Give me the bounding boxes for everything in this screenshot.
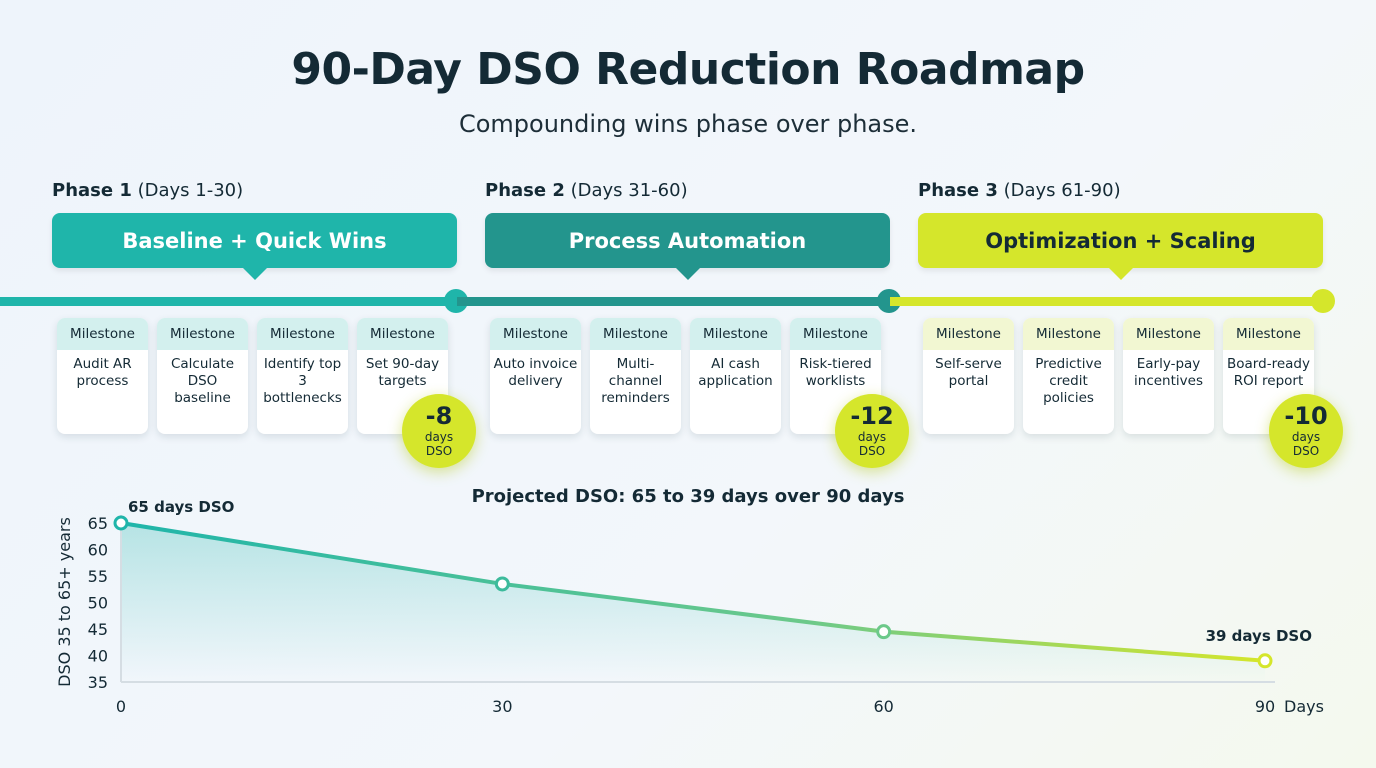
y-tick-label: 40 xyxy=(88,647,108,666)
timeline-segment xyxy=(0,297,456,306)
dso-reduction-badge: -10 days DSO xyxy=(1269,394,1343,468)
badge-unit: days xyxy=(424,430,454,444)
phase-range: (Days 1-30) xyxy=(137,180,244,201)
dso-reduction-badge: -8 days DSO xyxy=(402,394,476,468)
y-tick-label: 45 xyxy=(88,620,108,639)
milestone-card: Milestone Predictive credit policies xyxy=(1023,318,1114,434)
phase-range: (Days 31-60) xyxy=(570,180,688,201)
x-tick-label: 90 xyxy=(1255,697,1275,716)
milestone-header: Milestone xyxy=(490,318,581,350)
milestone-header: Milestone xyxy=(57,318,148,350)
page-title: 90-Day DSO Reduction Roadmap xyxy=(291,44,1085,95)
milestone-card: Milestone Calculate DSO baseline xyxy=(157,318,248,434)
x-tick-label: 30 xyxy=(492,697,512,716)
dso-reduction-badge: -12 days DSO xyxy=(835,394,909,468)
milestone-text: Multi-channel reminders xyxy=(601,356,670,406)
milestone-card: Milestone Self-serve portal xyxy=(923,318,1014,434)
data-point xyxy=(876,624,892,640)
phase-range: (Days 61-90) xyxy=(1003,180,1121,201)
data-point xyxy=(113,515,129,531)
milestone-card: Milestone Early-pay incentives xyxy=(1123,318,1214,434)
milestone-text: Audit AR process xyxy=(73,356,132,389)
x-tick-label: 60 xyxy=(873,697,893,716)
badge-value: -10 xyxy=(1284,402,1328,430)
milestone-header: Milestone xyxy=(257,318,348,350)
y-tick-label: 65 xyxy=(88,514,108,533)
data-point xyxy=(1257,653,1273,669)
x-tick-label: 0 xyxy=(116,697,126,716)
timeline-node xyxy=(1311,289,1335,313)
milestone-card: Milestone Multi-channel reminders xyxy=(590,318,681,434)
milestone-card: Milestone Risk-tiered worklists xyxy=(790,318,881,434)
y-tick-label: 55 xyxy=(88,567,108,586)
milestone-header: Milestone xyxy=(923,318,1014,350)
page-subtitle: Compounding wins phase over phase. xyxy=(458,110,918,138)
data-point xyxy=(494,576,510,592)
milestone-header: Milestone xyxy=(157,318,248,350)
x-axis-label: Days xyxy=(1284,697,1324,716)
badge-unit: DSO xyxy=(1292,444,1320,458)
phase-banner: Process Automation xyxy=(485,213,890,280)
phase-name: Phase 3 xyxy=(918,180,998,201)
phase-label: Phase 1 (Days 1-30) xyxy=(52,180,243,201)
milestone-text: Set 90-day targets xyxy=(365,356,440,389)
phase-label: Phase 2 (Days 31-60) xyxy=(485,180,688,201)
milestone-header: Milestone xyxy=(1023,318,1114,350)
milestone-card: Milestone Identify top 3 bottlenecks xyxy=(257,318,348,434)
chart-title: Projected DSO: 65 to 39 days over 90 day… xyxy=(471,486,905,507)
milestone-header: Milestone xyxy=(790,318,881,350)
milestone-text: Calculate DSO baseline xyxy=(170,356,235,406)
milestone-text: Early-pay incentives xyxy=(1134,356,1203,389)
milestone-text: Board-ready ROI report xyxy=(1227,356,1310,389)
phase-name: Phase 2 xyxy=(485,180,565,201)
y-axis-label: DSO 35 to 65+ years xyxy=(55,517,74,687)
phase-name: Phase 1 xyxy=(52,180,132,201)
milestone-card: Milestone Auto invoice delivery xyxy=(490,318,581,434)
y-tick-label: 35 xyxy=(88,673,108,692)
phase-banner: Optimization + Scaling xyxy=(918,213,1323,280)
badge-unit: days xyxy=(857,430,887,444)
milestone-header: Milestone xyxy=(590,318,681,350)
milestone-text: AI cash application xyxy=(698,356,773,389)
milestone-header: Milestone xyxy=(357,318,448,350)
milestone-text: Auto invoice delivery xyxy=(493,356,578,389)
badge-value: -8 xyxy=(425,402,453,430)
annotation-end: 39 days DSO xyxy=(1206,627,1312,645)
milestone-text: Predictive credit policies xyxy=(1035,356,1102,406)
milestone-header: Milestone xyxy=(1123,318,1214,350)
milestone-card: Milestone AI cash application xyxy=(690,318,781,434)
y-tick-label: 60 xyxy=(88,541,108,560)
badge-unit: DSO xyxy=(425,444,453,458)
dso-line xyxy=(120,521,1266,663)
milestone-card: Milestone Audit AR process xyxy=(57,318,148,434)
badge-unit: days xyxy=(1291,430,1321,444)
timeline-segment xyxy=(890,297,1323,306)
phase-banner: Baseline + Quick Wins xyxy=(52,213,457,280)
annotation-start: 65 days DSO xyxy=(128,498,234,516)
y-tick-label: 50 xyxy=(88,594,108,613)
milestone-text: Self-serve portal xyxy=(935,356,1002,389)
milestone-text: Identify top 3 bottlenecks xyxy=(263,356,342,406)
milestone-header: Milestone xyxy=(690,318,781,350)
badge-unit: DSO xyxy=(858,444,886,458)
timeline-segment xyxy=(457,297,890,306)
phase-label: Phase 3 (Days 61-90) xyxy=(918,180,1121,201)
milestone-text: Risk-tiered worklists xyxy=(799,356,872,389)
badge-value: -12 xyxy=(850,402,894,430)
area-fill xyxy=(121,523,1265,682)
milestone-header: Milestone xyxy=(1223,318,1314,350)
